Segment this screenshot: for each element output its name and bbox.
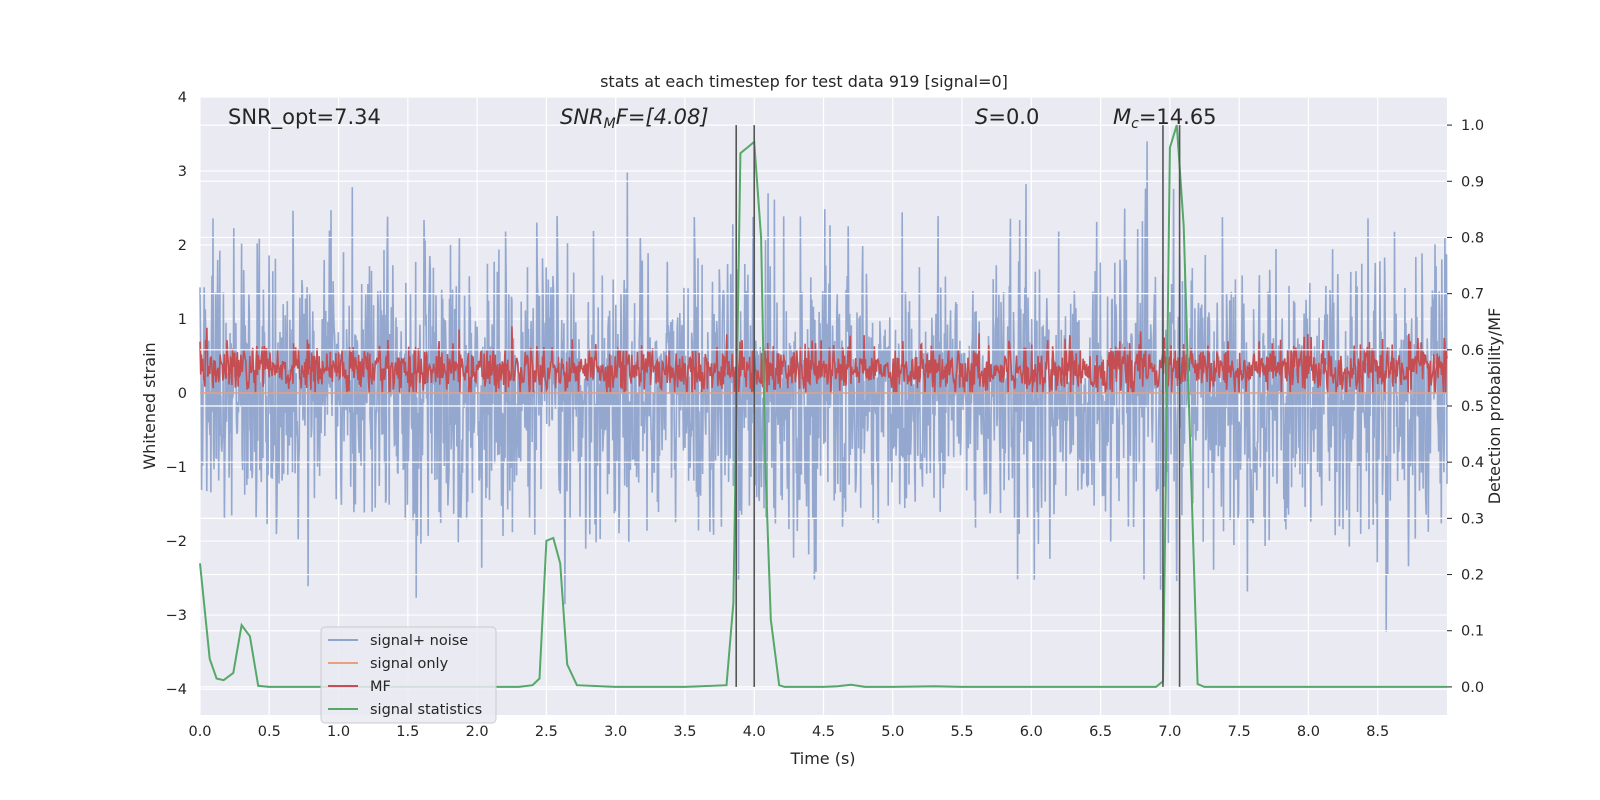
x-tick-label: 0.5 <box>258 724 281 740</box>
chart-title: stats at each timestep for test data 919… <box>600 72 1008 91</box>
x-tick-label: 1.0 <box>327 724 350 740</box>
x-tick-label: 4.0 <box>743 724 766 740</box>
x-tick-label: 8.0 <box>1297 724 1320 740</box>
annotation-snr-opt: SNR_opt=7.34 <box>228 105 381 130</box>
y-tick-label-right: 0.5 <box>1461 399 1484 415</box>
legend-label-signal-only: signal only <box>370 656 449 672</box>
y-tick-label-left: 2 <box>178 238 187 254</box>
x-tick-label: 2.5 <box>535 724 558 740</box>
y-tick-label-right: 0.1 <box>1461 624 1484 640</box>
y-tick-label-left: 0 <box>178 386 187 402</box>
y-tick-label-left: 3 <box>178 164 187 180</box>
y-tick-label-left: −2 <box>166 534 187 550</box>
y-tick-label-right: 0.4 <box>1461 455 1484 471</box>
y-tick-label-left: 4 <box>178 90 187 106</box>
legend-item-signal-only: signal only <box>328 656 449 672</box>
y-axis-label-right: Detection probability/MF <box>1485 308 1504 505</box>
y-tick-label-right: 0.6 <box>1461 343 1484 359</box>
y-tick-label-left: −1 <box>166 460 187 476</box>
x-tick-label: 7.5 <box>1228 724 1251 740</box>
x-tick-label: 4.5 <box>812 724 835 740</box>
plot-area <box>199 96 1448 715</box>
series-signal-noise <box>199 141 1448 633</box>
legend: signal+ noise signal only MF signal stat… <box>320 626 497 724</box>
y-axis-left-ticks: 4 3 2 1 0 −1 −2 −3 −4 <box>166 90 187 698</box>
legend-item-signal-noise: signal+ noise <box>328 633 468 649</box>
legend-box <box>320 626 497 724</box>
line-mf <box>199 326 1448 394</box>
x-tick-label: 6.5 <box>1089 724 1112 740</box>
x-tick-label: 3.5 <box>673 724 696 740</box>
legend-label-mf: MF <box>370 679 391 695</box>
y-tick-label-right: 0.3 <box>1461 511 1484 527</box>
x-tick-label: 8.5 <box>1366 724 1389 740</box>
legend-label-signal-noise: signal+ noise <box>370 633 468 649</box>
y-axis-right-ticks: 1.0 0.9 0.8 0.7 0.6 0.5 0.4 0.3 0.2 0.1 0.0 <box>1447 118 1484 696</box>
y-tick-label-right: 0.8 <box>1461 230 1484 246</box>
annotation-snr-mf-main: SNR <box>560 105 604 129</box>
x-tick-label: 6.0 <box>1020 724 1043 740</box>
annotation-s-rest: =0.0 <box>988 105 1039 129</box>
x-tick-label: 0.0 <box>188 724 211 740</box>
legend-item-signal-statistics: signal statistics <box>328 702 482 718</box>
y-tick-label-right: 1.0 <box>1461 118 1484 134</box>
x-tick-label: 1.5 <box>396 724 419 740</box>
y-tick-label-right: 0.9 <box>1461 174 1484 190</box>
x-tick-label: 7.0 <box>1158 724 1181 740</box>
y-tick-label-left: 1 <box>178 312 187 328</box>
y-tick-label-left: −4 <box>166 682 187 698</box>
annotation-mc-sub: c <box>1131 116 1139 132</box>
annotation-mc: Mc=14.65 <box>1113 105 1217 132</box>
y-tick-label-right: 0.2 <box>1461 568 1484 584</box>
legend-item-mf: MF <box>328 679 391 695</box>
x-axis-label: Time (s) <box>789 749 855 768</box>
series-mf <box>199 326 1448 394</box>
x-tick-label: 2.0 <box>466 724 489 740</box>
annotation-mc-rest: =14.65 <box>1139 105 1217 129</box>
line-signal-noise <box>199 141 1448 633</box>
legend-label-signal-statistics: signal statistics <box>370 702 482 718</box>
annotation-mc-main: M <box>1113 105 1131 129</box>
annotation-snr-mf-sub: M <box>604 116 616 132</box>
y-axis-label-left: Whitened strain <box>140 342 159 469</box>
y-tick-label-right: 0.0 <box>1461 680 1484 696</box>
x-axis-ticks: 0.0 0.5 1.0 1.5 2.0 2.5 3.0 3.5 4.0 4.5 5.0 5.5 6.0 6… <box>188 724 1389 740</box>
x-tick-label: 5.0 <box>881 724 904 740</box>
vertical-marker-lines <box>735 125 1181 687</box>
line-signal-statistics <box>199 124 1447 688</box>
x-tick-label: 3.0 <box>604 724 627 740</box>
annotation-snr-mf-rest: F=[4.08] <box>616 105 709 129</box>
y-tick-label-left: −3 <box>166 608 187 624</box>
x-tick-label: 5.5 <box>951 724 974 740</box>
series-signal-statistics <box>199 124 1447 688</box>
annotation-snr-mf: SNRMF=[4.08] <box>560 105 709 132</box>
annotation-s-main: S <box>975 105 988 129</box>
annotation-s: S=0.0 <box>975 105 1039 129</box>
y-tick-label-right: 0.7 <box>1461 287 1484 303</box>
